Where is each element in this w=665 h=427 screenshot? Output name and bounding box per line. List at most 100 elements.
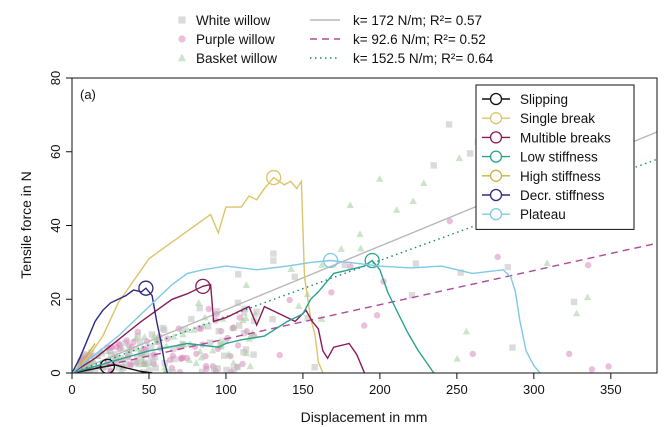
scatter-point-basket-willow	[190, 326, 198, 333]
legend-label-fit: k= 152.5 N/m; R²= 0.64	[353, 51, 494, 66]
curve-marker-slipping	[99, 358, 116, 373]
scatter-point-basket-willow	[337, 245, 345, 252]
x-tick-label: 300	[523, 382, 545, 397]
x-tick-label: 50	[142, 382, 156, 397]
y-tick-label: 40	[48, 218, 63, 232]
scatter-point-white-willow	[235, 271, 242, 278]
scatter-point-white-willow	[170, 345, 177, 353]
scatter-point-purple-willow	[328, 289, 335, 296]
scatter-point-purple-willow	[183, 354, 190, 362]
scatter-point-white-willow	[234, 299, 242, 306]
scatter-point-white-willow	[161, 326, 168, 333]
scatter-point-basket-willow	[166, 368, 172, 373]
scatter-point-purple-willow	[584, 261, 592, 269]
scatter-point-white-willow	[196, 304, 203, 312]
legend-marker-purple-willow	[178, 35, 186, 43]
x-tick-label: 250	[446, 382, 468, 397]
scatter-point-basket-willow	[242, 349, 251, 357]
scatter-point-purple-willow	[202, 353, 209, 360]
scatter-point-white-willow	[179, 326, 186, 333]
scatter-point-purple-willow	[177, 355, 185, 363]
scatter-point-purple-willow	[234, 342, 242, 349]
legend-label-fit: k= 92.6 N/m; R²= 0.52	[353, 32, 486, 47]
legend-label-species: Purple willow	[196, 32, 275, 47]
scatter-point-basket-willow	[357, 244, 365, 252]
scatter-point-basket-willow	[143, 360, 151, 367]
scatter-point-basket-willow	[420, 179, 428, 187]
scatter-point-white-willow	[509, 344, 516, 351]
scatter-point-white-willow	[253, 308, 260, 315]
legend-marker-curve	[489, 92, 503, 106]
scatter-point-white-willow	[270, 257, 277, 264]
scatter-point-white-willow	[214, 365, 221, 372]
scatter-point-purple-willow	[130, 338, 137, 346]
scatter-point-basket-willow	[209, 346, 217, 354]
curve-single-break	[72, 176, 324, 373]
scatter-point-purple-willow	[373, 312, 381, 319]
scatter-point-white-willow	[198, 368, 206, 373]
scatter-point-basket-willow	[152, 335, 161, 343]
y-tick-label: 0	[48, 369, 63, 376]
scatter-point-basket-willow	[376, 175, 384, 182]
legend-marker-curve	[489, 112, 503, 125]
scatter-point-white-willow	[146, 367, 153, 373]
curve-low-stiffness	[72, 259, 435, 373]
legend-label-curve: Single break	[520, 111, 595, 126]
scatter-point-purple-willow	[239, 360, 246, 368]
legend-marker-basket-willow	[177, 53, 187, 62]
scatter-point-white-willow	[145, 359, 152, 366]
scatter-point-purple-willow	[361, 322, 368, 329]
scatter-point-basket-willow	[133, 344, 141, 352]
scatter-point-white-willow	[445, 121, 453, 128]
legend-label-curve: Decr. stiffness	[520, 188, 605, 203]
scatter-point-basket-willow	[453, 354, 461, 362]
scatter-point-basket-willow	[230, 324, 238, 331]
scatter-point-purple-willow	[176, 368, 184, 373]
y-tick-label: 60	[48, 145, 63, 159]
x-tick-label: 350	[600, 382, 622, 397]
scatter-point-basket-willow	[455, 154, 464, 161]
scatter-point-purple-willow	[469, 350, 477, 358]
scatter-point-purple-willow	[286, 296, 293, 304]
scatter-point-white-willow	[171, 355, 178, 363]
scatter-point-purple-willow	[243, 328, 251, 335]
scatter-point-white-willow	[111, 356, 118, 363]
scatter-point-purple-willow	[236, 314, 244, 321]
scatter-point-purple-willow	[116, 345, 123, 353]
scatter-point-white-willow	[223, 366, 230, 373]
scatter-point-basket-willow	[242, 314, 250, 322]
scatter-point-basket-willow	[543, 259, 551, 267]
scatter-point-white-willow	[99, 364, 107, 372]
x-tick-label: 100	[215, 382, 237, 397]
legend-marker-curve	[489, 188, 503, 202]
scatter-point-basket-willow	[356, 230, 364, 238]
legend-marker-curve	[489, 169, 503, 182]
curve-marker-plateau	[322, 252, 339, 269]
scatter-point-basket-willow	[462, 327, 471, 335]
scatter-point-purple-willow	[276, 351, 283, 359]
scatter-point-white-willow	[108, 351, 115, 359]
curve-legend: Slipping Single break Multible breaks Low s…	[475, 84, 635, 230]
x-tick-label: 200	[369, 382, 391, 397]
scatter-point-basket-willow	[346, 201, 354, 209]
legend-marker-curve	[489, 150, 503, 163]
scatter-point-white-willow	[466, 150, 474, 157]
legend-label-curve: High stiffness	[520, 169, 601, 184]
legend-marker-curve	[489, 208, 503, 221]
curve-marker-decr-stiffness	[138, 280, 154, 296]
scatter-point-white-willow	[240, 349, 247, 356]
scatter-point-basket-willow	[242, 281, 251, 288]
scatter-point-basket-willow	[295, 302, 303, 309]
curve-decr-stiffness	[72, 287, 169, 373]
scatter-point-white-willow	[222, 337, 229, 345]
scatter-point-purple-willow	[166, 356, 174, 364]
scatter-point-white-willow	[136, 339, 144, 346]
legend-label-curve: Multible breaks	[520, 130, 611, 145]
scatter-point-purple-willow	[494, 253, 501, 261]
scatter-point-white-willow	[122, 361, 129, 368]
scatter-point-white-willow	[115, 364, 122, 371]
scatter-point-basket-willow	[317, 315, 326, 322]
scatter-point-purple-willow	[347, 263, 354, 270]
scatter-point-white-willow	[220, 352, 228, 359]
scatter-point-purple-willow	[605, 363, 612, 370]
